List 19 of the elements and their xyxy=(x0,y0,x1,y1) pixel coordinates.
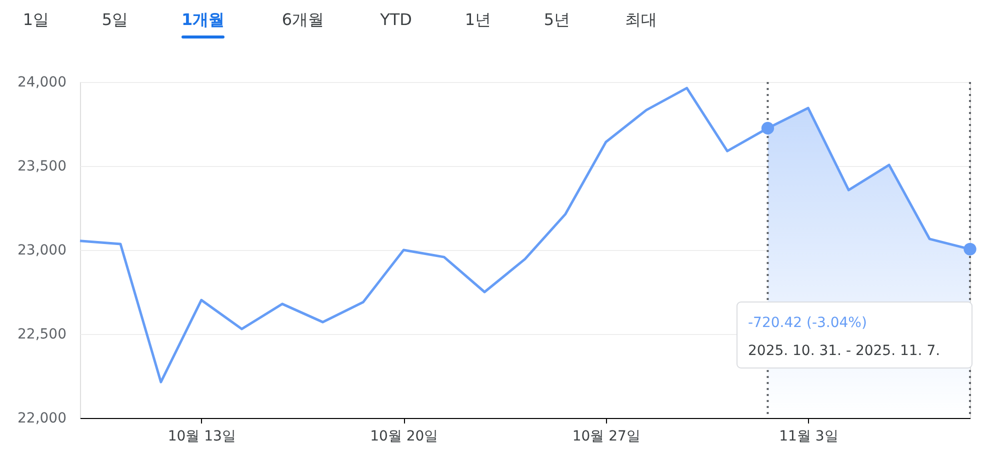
text: 1개월 xyxy=(181,10,225,29)
text: 5년 xyxy=(544,10,570,29)
y-tick-label: 24,000 xyxy=(18,74,66,90)
text: 5일 xyxy=(102,10,128,29)
annotation: -720.42 (-3.04%) xyxy=(748,315,867,331)
y-tick-label: 23,500 xyxy=(18,158,66,174)
text: 1일 xyxy=(22,10,50,29)
x-tick-label: 10월 20일 xyxy=(370,428,438,444)
y-tick-label: 22,000 xyxy=(18,410,66,426)
y-tick-label: 22,500 xyxy=(18,326,66,342)
y-tick-label: 23,000 xyxy=(18,242,66,258)
text: YTD xyxy=(379,10,412,29)
annotation: 2025. 10. 31. - 2025. 11. 7. xyxy=(748,343,940,359)
x-tick-label: 10월 27일 xyxy=(572,428,640,444)
x-tick-label: 11월 3일 xyxy=(779,428,838,444)
text: 1년 xyxy=(464,10,492,29)
x-tick-label: 10월 13일 xyxy=(168,428,236,444)
text: 6개월 xyxy=(282,10,324,29)
text: 최대 xyxy=(625,10,657,29)
